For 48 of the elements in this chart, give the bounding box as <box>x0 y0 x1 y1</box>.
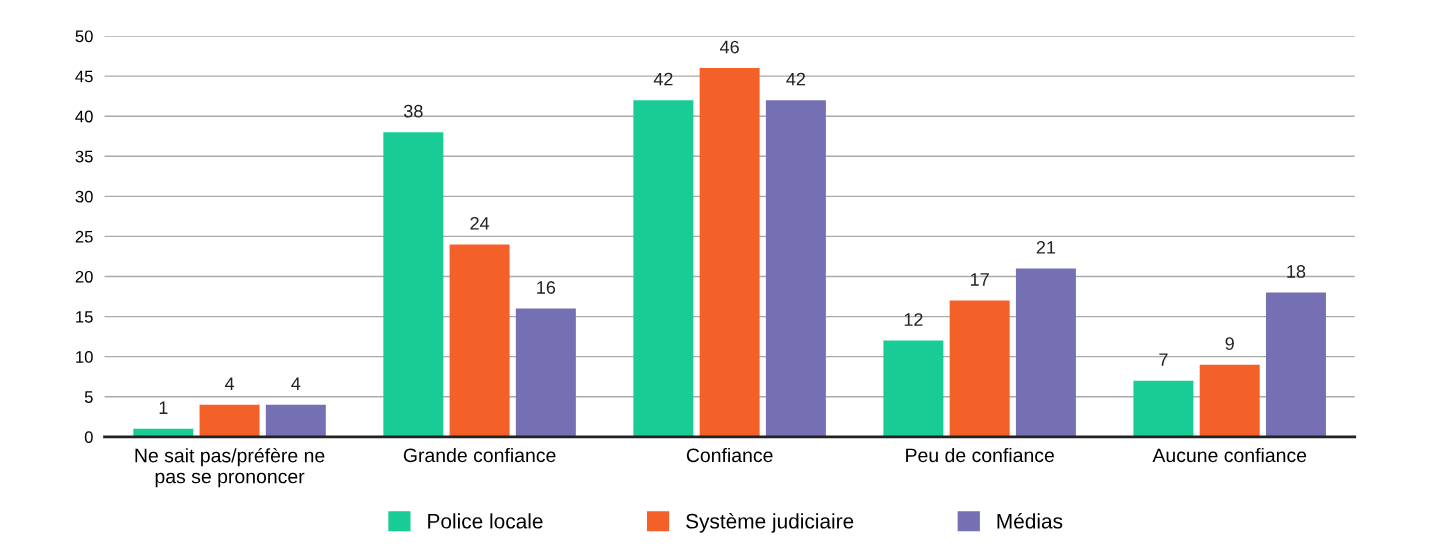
y-tick-label: 30 <box>75 190 93 203</box>
bar <box>515 308 576 437</box>
x-tick-label: Peu de confiance <box>906 447 1054 463</box>
bar <box>1265 292 1326 437</box>
bar <box>1199 364 1260 437</box>
bar <box>199 404 260 437</box>
y-tick-label: 5 <box>84 391 93 403</box>
y-tick-label: 25 <box>75 230 93 243</box>
x-tick-label: Grande confiance <box>403 447 556 463</box>
bar <box>383 132 444 437</box>
bar <box>699 68 760 437</box>
bar <box>633 100 694 437</box>
legend-label: Système judiciaire <box>686 513 854 533</box>
legend-label: Police locale <box>428 513 543 529</box>
bar <box>883 340 944 437</box>
y-tick-label: 45 <box>75 70 93 83</box>
y-tick-label: 20 <box>75 270 93 283</box>
bar <box>265 404 326 437</box>
x-tick-label: Ne sait pas/préfère ne pas se prononcer <box>135 447 325 488</box>
y-tick-label: 10 <box>76 351 93 363</box>
bar <box>949 300 1010 437</box>
data-label: 17 <box>971 273 989 286</box>
bar <box>1015 268 1076 437</box>
data-label: 9 <box>1225 337 1234 350</box>
data-label: 46 <box>720 40 739 54</box>
x-tick-label: Confiance <box>686 447 773 463</box>
data-label: 24 <box>470 216 490 230</box>
y-tick-label: 40 <box>75 110 93 123</box>
data-label: 4 <box>224 377 235 390</box>
y-tick-label: 35 <box>75 150 93 163</box>
data-label: 18 <box>1287 265 1306 278</box>
bar <box>449 244 510 437</box>
data-label: 12 <box>904 313 923 326</box>
data-label: 21 <box>1036 241 1056 254</box>
data-label: 42 <box>653 72 673 86</box>
bar <box>1133 380 1194 437</box>
y-tick-label: 50 <box>75 30 93 43</box>
data-label: 1 <box>159 401 168 414</box>
legend-label: Médias <box>997 513 1063 529</box>
data-label: 42 <box>786 72 806 86</box>
y-tick-label: 0 <box>84 431 93 443</box>
data-label: 38 <box>403 104 423 118</box>
x-tick-label: Aucune confiance <box>1152 447 1307 463</box>
data-label: 4 <box>291 377 301 390</box>
bar <box>765 100 826 437</box>
data-label: 16 <box>537 281 556 294</box>
data-label: 7 <box>1159 353 1168 366</box>
y-tick-label: 15 <box>76 311 93 323</box>
